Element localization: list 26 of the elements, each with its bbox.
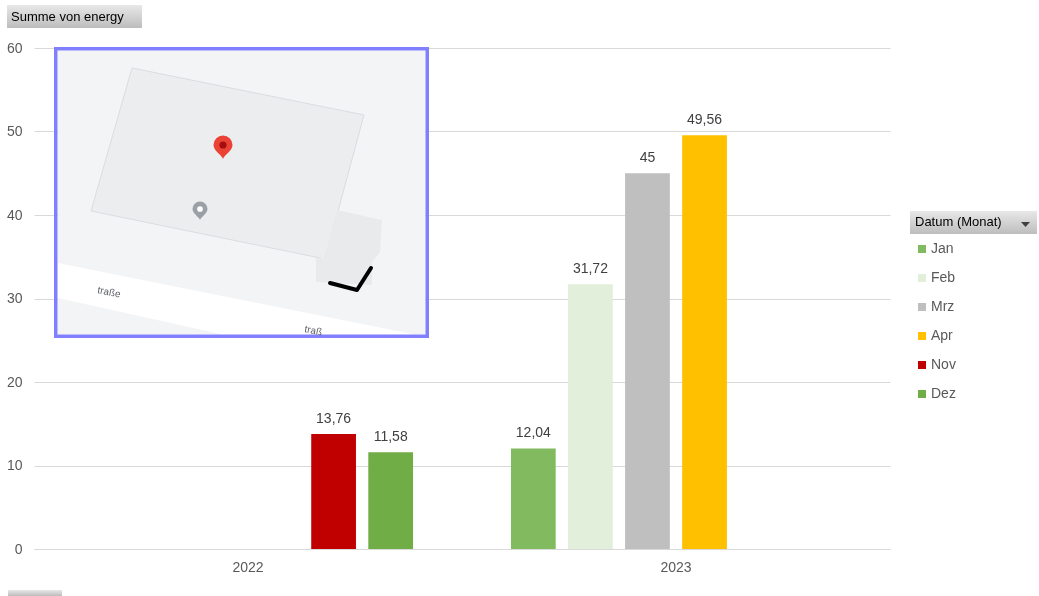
data-label: 13,76 [316,410,352,427]
y-tick-label: 50 [6,123,23,139]
y-tick-label: 10 [6,457,23,473]
data-label: 49,56 [687,111,723,128]
legend-label: Apr [931,327,954,343]
x-tick-label: 2022 [232,558,264,575]
legend-title: Datum (Monat) [915,214,1002,229]
chart-title: Summe von energy [11,9,124,24]
map-picture: traße traß [54,47,429,338]
annotation: traß [303,323,324,338]
data-label: 31,72 [572,260,609,277]
data-label: 12,04 [515,424,552,441]
legend-label: Dez [931,385,956,401]
y-tick-label: 20 [6,373,23,390]
y-tick-label: 30 [6,290,23,306]
y-tick-label: 40 [6,206,23,223]
legend-label: Jan [931,240,954,256]
annotation: traße [96,284,123,300]
data-label: 45 [639,149,656,166]
legend-label: Mrz [931,298,955,314]
y-tick-label: 60 [6,39,23,56]
legend-label: Nov [931,356,956,372]
data-label: 11,58 [373,428,408,445]
x-tick-label: 2023 [660,558,692,575]
y-tick-label: 0 [14,540,23,557]
legend-label: Feb [931,269,956,285]
